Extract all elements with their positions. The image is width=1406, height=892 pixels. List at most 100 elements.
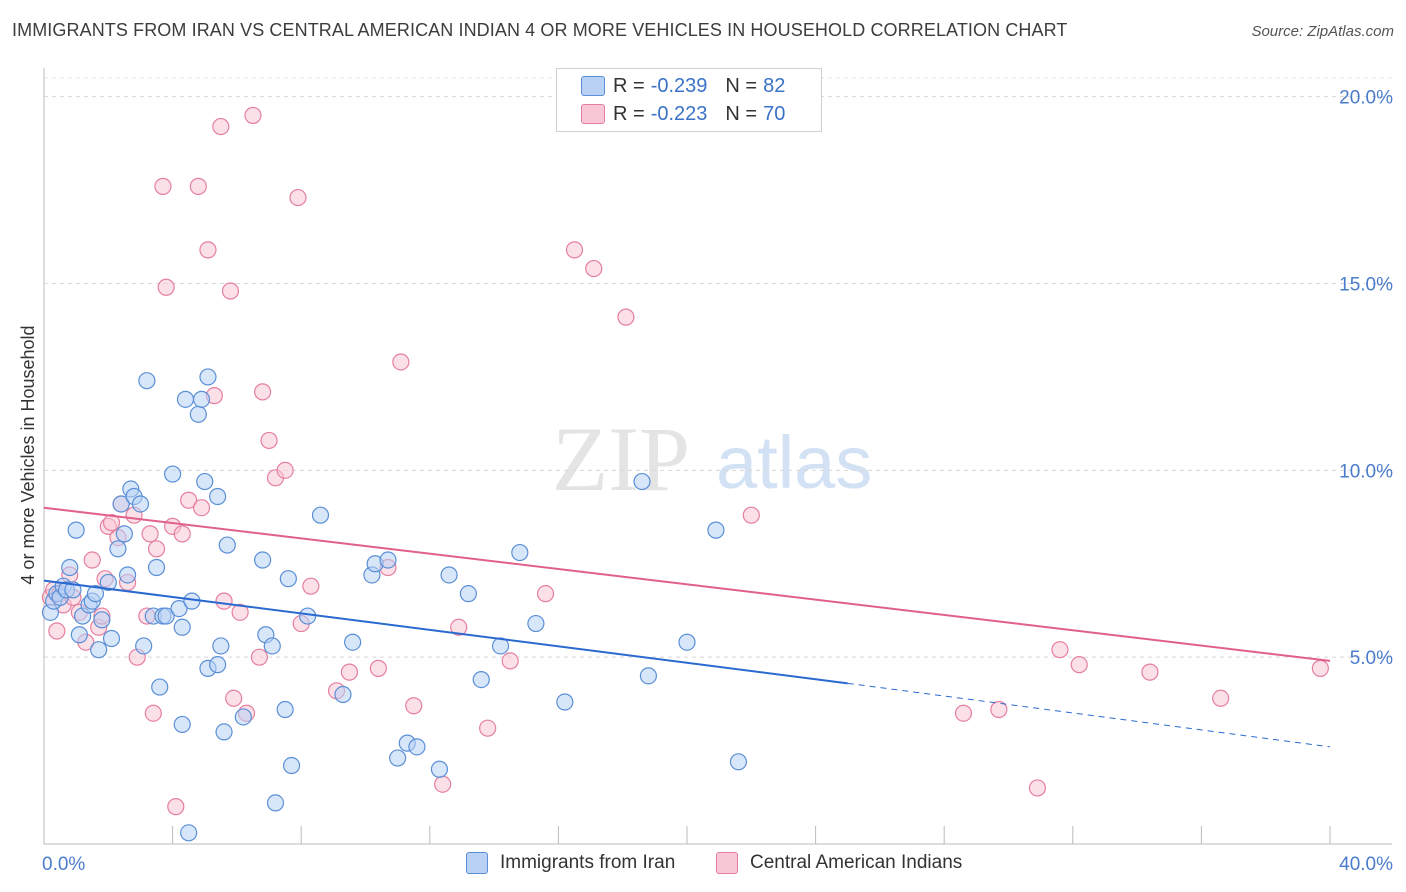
data-point xyxy=(199,241,217,259)
data-point xyxy=(131,495,150,513)
data-point xyxy=(408,738,426,756)
legend-swatch-blue xyxy=(581,76,605,96)
data-point xyxy=(180,491,198,509)
data-point xyxy=(263,637,281,655)
legend-item-iran[interactable]: Immigrants from Iran xyxy=(466,852,675,874)
data-point xyxy=(170,599,188,618)
y-tick-label: 5.0% xyxy=(1350,648,1393,669)
data-point xyxy=(1051,641,1069,659)
data-point xyxy=(83,551,101,569)
data-point xyxy=(472,670,490,689)
data-point xyxy=(192,390,211,408)
data-point xyxy=(536,585,555,603)
data-point xyxy=(954,704,973,722)
data-point xyxy=(250,648,269,666)
data-point xyxy=(173,715,191,734)
data-point xyxy=(392,353,410,371)
data-point xyxy=(369,659,387,677)
data-point xyxy=(260,431,278,450)
data-point xyxy=(192,499,211,517)
data-point xyxy=(167,798,185,816)
axes xyxy=(43,68,1392,845)
data-point xyxy=(189,177,207,195)
legend-n-label: N = xyxy=(725,102,758,125)
data-point xyxy=(70,626,88,644)
data-point xyxy=(254,383,272,401)
data-point xyxy=(254,551,272,569)
data-point xyxy=(334,685,352,704)
series-legend: Immigrants from Iran Central American In… xyxy=(0,852,1406,878)
data-point xyxy=(151,678,169,696)
data-point xyxy=(633,472,651,491)
data-point xyxy=(157,607,175,625)
data-point xyxy=(440,566,458,584)
data-point xyxy=(141,525,159,543)
trend-line-central-american xyxy=(43,506,1331,662)
data-point xyxy=(209,487,227,506)
data-point xyxy=(215,723,233,741)
data-point xyxy=(48,622,66,640)
data-point xyxy=(299,607,317,625)
legend-item-central-american[interactable]: Central American Indians xyxy=(716,852,962,874)
y-axis-title: 4 or more Vehicles in Household xyxy=(18,325,38,584)
data-point xyxy=(276,700,294,719)
data-point xyxy=(340,663,359,681)
data-point xyxy=(147,540,166,558)
legend-n-label: N = xyxy=(725,74,758,97)
data-point xyxy=(225,689,243,707)
trend-lines xyxy=(43,506,1331,748)
legend-row-iran: R = -0.239 N = 82 xyxy=(581,73,785,99)
data-point xyxy=(157,278,175,296)
data-point xyxy=(231,603,249,621)
data-point xyxy=(639,667,658,685)
legend-r-value: -0.239 xyxy=(650,74,708,97)
data-point xyxy=(678,633,696,651)
y-tick-label: 15.0% xyxy=(1339,275,1393,296)
data-point xyxy=(585,259,603,278)
data-point xyxy=(99,573,117,592)
data-point xyxy=(405,697,423,715)
legend-label: Immigrants from Iran xyxy=(500,852,676,873)
data-point xyxy=(209,656,227,674)
data-point xyxy=(511,543,529,562)
watermark-zip: ZIP xyxy=(552,408,690,510)
data-point xyxy=(234,708,252,726)
legend-n-value: 70 xyxy=(763,102,786,125)
data-point xyxy=(199,368,217,386)
chart-title: IMMIGRANTS FROM IRAN VS CENTRAL AMERICAN… xyxy=(12,20,1068,40)
data-point xyxy=(1141,663,1159,681)
data-point xyxy=(282,756,301,775)
data-point xyxy=(501,652,519,670)
data-point xyxy=(215,592,233,610)
data-point xyxy=(707,521,725,539)
data-point xyxy=(189,405,207,423)
data-point xyxy=(565,241,584,259)
data-point xyxy=(479,719,497,737)
data-point xyxy=(135,637,153,655)
data-point xyxy=(617,308,635,326)
data-point xyxy=(302,577,320,595)
trend-line-iran-extrapolated xyxy=(847,682,1331,748)
legend-row-central-american: R = -0.223 N = 70 xyxy=(581,101,786,127)
data-point xyxy=(379,551,397,569)
legend-r-label: R = xyxy=(613,102,645,125)
data-point xyxy=(173,618,191,636)
data-point xyxy=(180,824,198,842)
data-point xyxy=(311,506,330,524)
y-tick-label: 20.0% xyxy=(1339,88,1393,109)
data-point xyxy=(459,585,477,603)
data-point xyxy=(115,525,133,543)
data-point xyxy=(118,566,137,584)
data-point xyxy=(1028,779,1047,797)
data-point xyxy=(176,390,195,408)
data-point xyxy=(729,753,748,771)
data-point xyxy=(218,536,236,554)
data-point xyxy=(144,704,162,722)
legend-label: Central American Indians xyxy=(750,852,963,873)
data-point xyxy=(279,570,297,588)
data-point xyxy=(86,585,105,603)
data-point xyxy=(147,558,166,577)
data-point xyxy=(138,372,156,390)
data-point xyxy=(154,177,172,195)
